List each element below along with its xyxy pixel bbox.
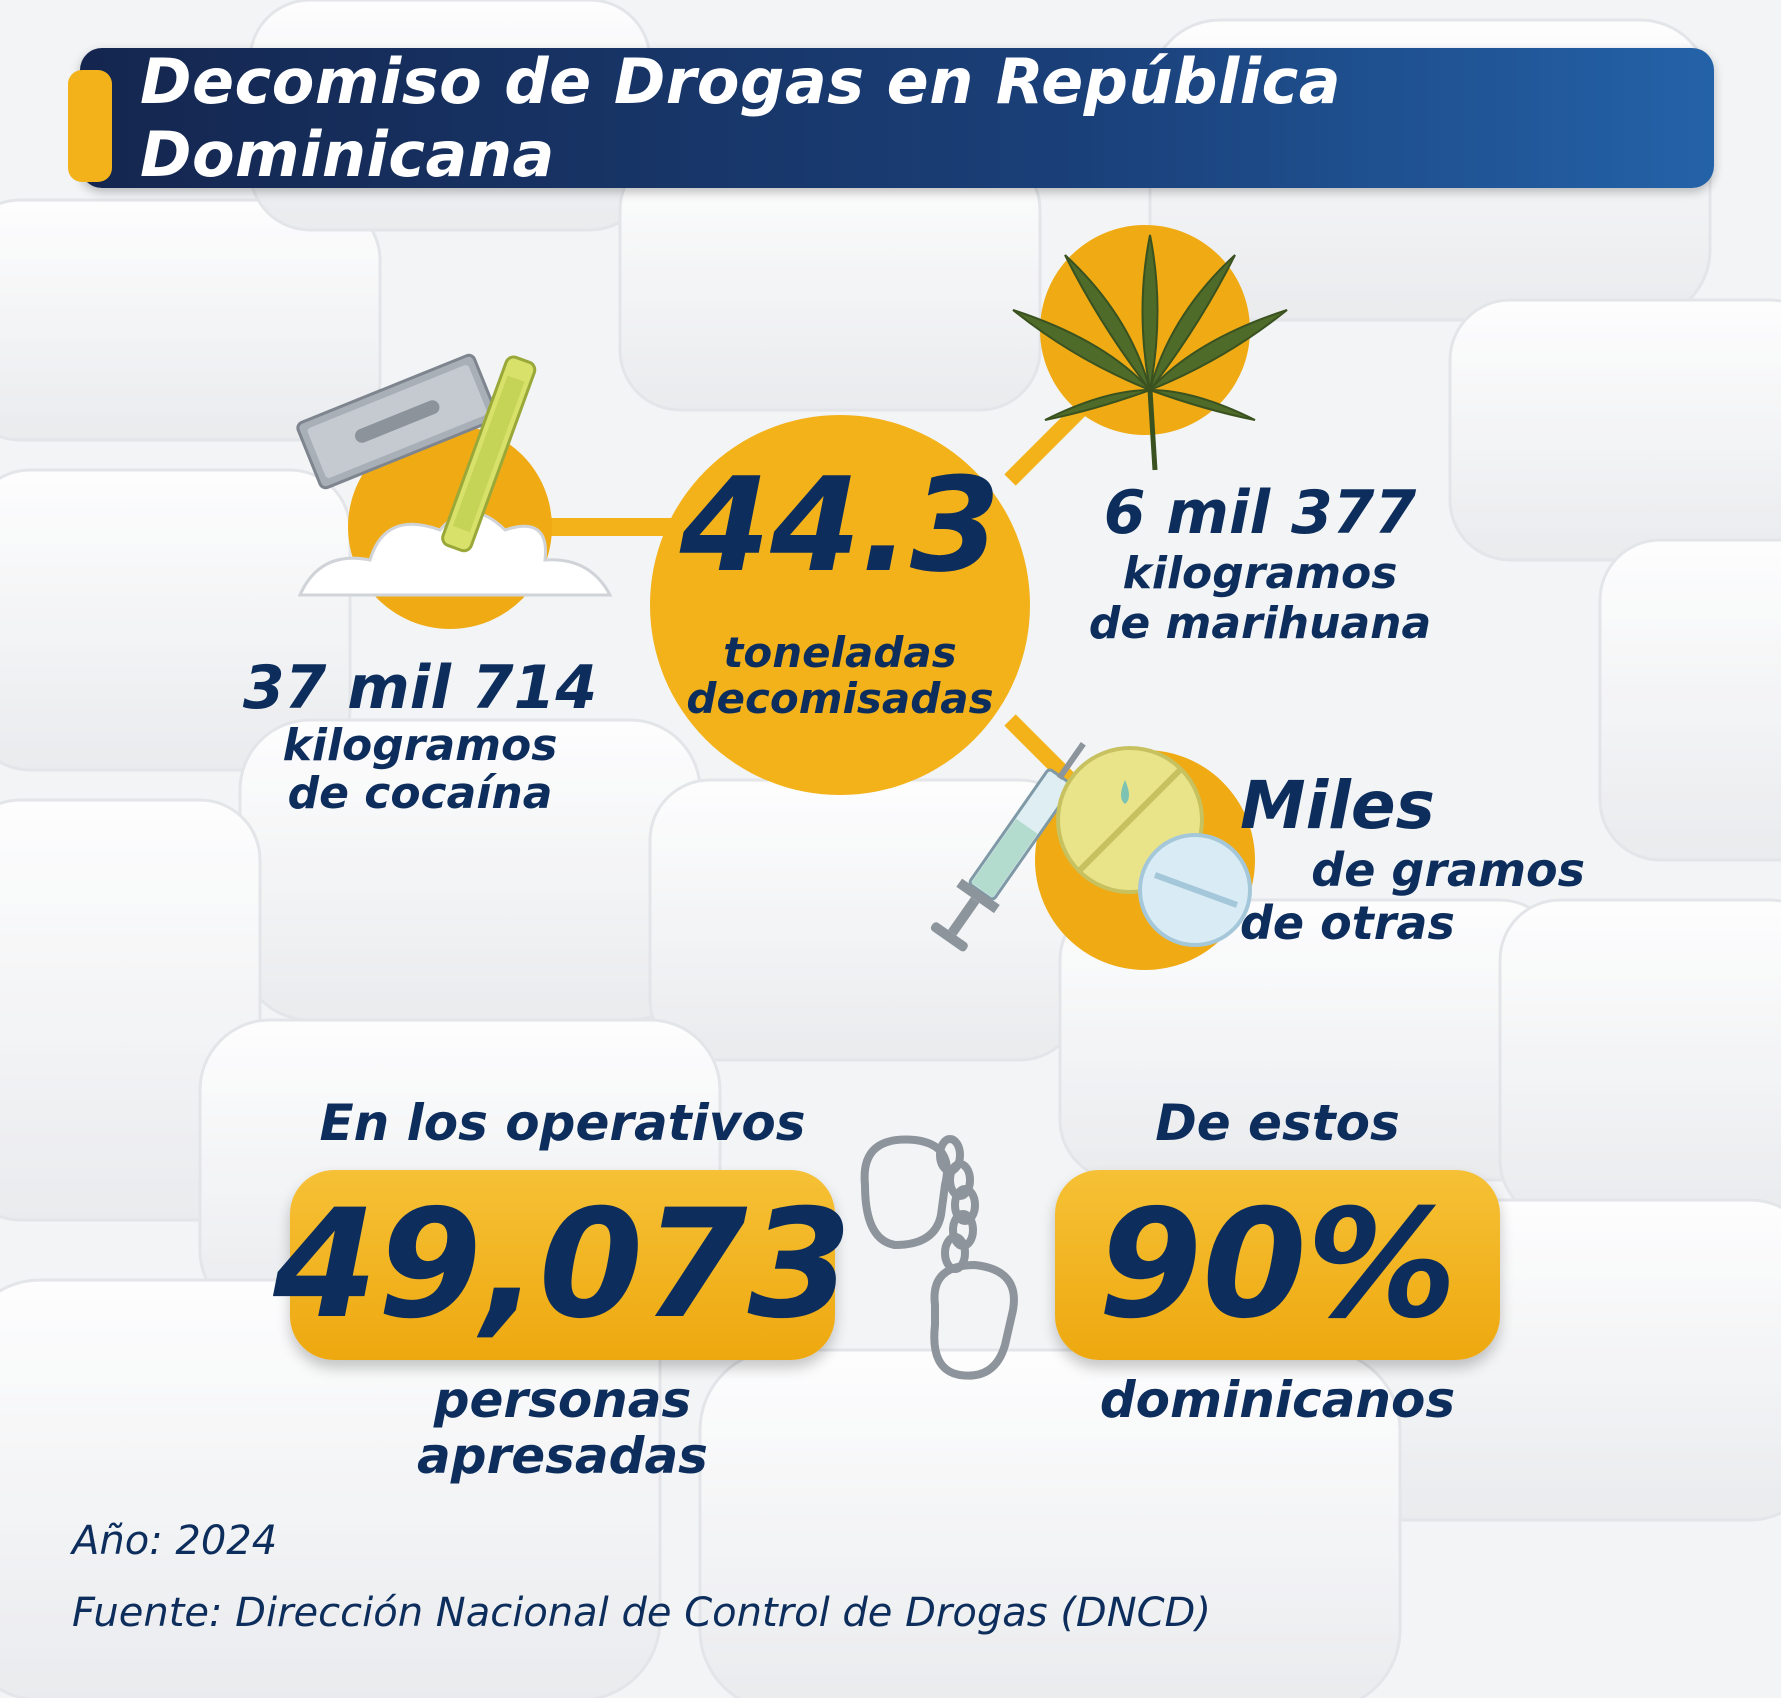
center-stat-label-1: toneladas: [723, 628, 957, 677]
center-stat-label-2: decomisadas: [686, 674, 994, 723]
cocaine-line-2: de cocaína: [287, 768, 553, 819]
center-circle: [650, 415, 1030, 795]
center-stat-value: 44.3: [679, 449, 1001, 601]
cannabis-leaf-icon: [1012, 234, 1288, 471]
nationals-caption: dominicanos: [1099, 1371, 1456, 1429]
others-line-2: de otras: [1240, 896, 1455, 950]
cocaine-value: 37 mil 714: [242, 653, 598, 723]
title-accent-bar: [68, 70, 112, 182]
pills-icon: [1056, 746, 1252, 947]
nationals-value-pill: 90%: [1055, 1170, 1500, 1360]
others-value: Miles: [1240, 767, 1435, 844]
handcuffs-icon: [860, 1135, 1018, 1380]
cocaine-line-1: kilogramos: [282, 720, 558, 771]
nationals-heading: De estos: [1155, 1094, 1400, 1152]
arrests-heading: En los operativos: [319, 1094, 806, 1152]
marijuana-line-2: de marihuana: [1088, 598, 1432, 649]
syringe-icon: [930, 742, 1086, 952]
footer-year: Año: 2024: [72, 1518, 278, 1564]
footer-source: Fuente: Dirección Nacional de Control de…: [72, 1590, 1211, 1636]
rolled-bill-icon: [441, 355, 537, 553]
arrests-caption: personas apresadas: [417, 1371, 708, 1485]
arrests-value-pill: 49,073: [273, 1170, 852, 1360]
page-title: Decomiso de Drogas en República Dominica…: [140, 45, 1342, 191]
marijuana-line-1: kilogramos: [1122, 548, 1398, 599]
others-line-1: de gramos: [1311, 843, 1585, 897]
marijuana-value: 6 mil 377: [1103, 478, 1417, 548]
title-banner: [80, 48, 1714, 188]
razor-blade-icon: [296, 353, 499, 490]
